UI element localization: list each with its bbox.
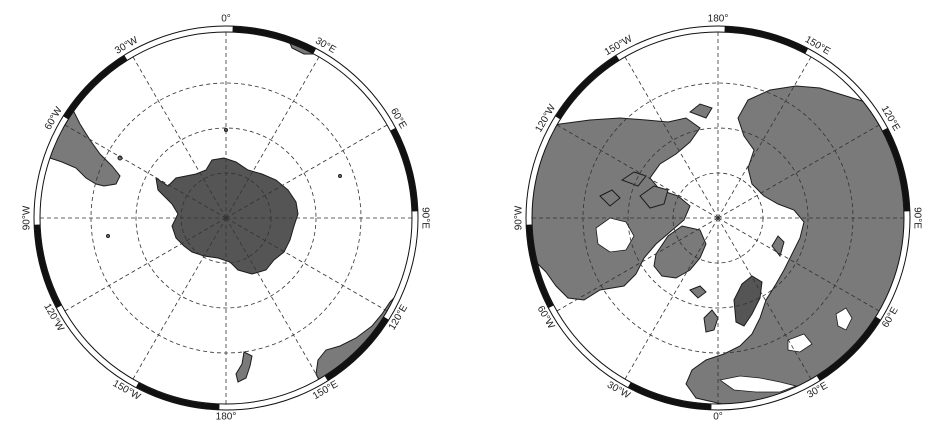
- meridian-line: [717, 217, 880, 312]
- latitude-circle: [135, 127, 317, 309]
- eurasia-landmass: [685, 85, 904, 404]
- frame-segment: [627, 382, 712, 410]
- meridian-line: [717, 56, 812, 219]
- meridian-lines: [532, 32, 904, 404]
- lon-label: 0°: [221, 14, 231, 25]
- frame-ticks: [34, 26, 418, 410]
- frame-segment: [324, 316, 389, 381]
- frame-segment: [34, 224, 62, 309]
- meridian-line: [225, 56, 320, 219]
- meridian-line: [132, 217, 227, 380]
- lon-label: 90°W: [22, 205, 33, 230]
- frame-segment: [135, 382, 220, 410]
- map-frame-outer: [33, 25, 419, 411]
- mediterranean-sea: [719, 375, 798, 393]
- meridian-lines: [40, 32, 412, 404]
- north-polar-map: 180° 150°E 120°E 90°E 60°E 30°E 0° 30°W …: [514, 14, 923, 423]
- frame-segment: [526, 224, 554, 309]
- meridian-line: [132, 56, 227, 219]
- lon-label: 60°E: [880, 305, 901, 330]
- meridian-line: [556, 124, 719, 219]
- frame-segment: [882, 127, 910, 212]
- hudson-bay: [595, 217, 635, 253]
- map-frame-inner: [39, 31, 413, 405]
- meridian-line: [624, 217, 719, 380]
- meridian-line: [225, 217, 320, 380]
- north-america-landmass: [532, 117, 701, 301]
- lon-label: 90°E: [911, 207, 922, 229]
- meridian-line: [225, 217, 388, 312]
- black-sea: [787, 333, 813, 353]
- frame-segment: [724, 26, 809, 54]
- arctic-islands: [599, 171, 669, 209]
- island: [106, 234, 110, 238]
- frame-segment: [555, 55, 620, 120]
- latitude-circle: [627, 127, 809, 309]
- lon-label: 90°E: [419, 207, 430, 229]
- meridian-line: [225, 124, 388, 219]
- lon-label: 60°E: [388, 106, 409, 131]
- lon-label: 90°W: [514, 205, 525, 230]
- meridian-line: [64, 124, 227, 219]
- novaya-zemlya: [771, 235, 785, 258]
- meridian-line: [717, 124, 880, 219]
- frame-segment: [390, 127, 418, 212]
- meridian-line: [64, 217, 227, 312]
- new-zealand-landmass: [235, 351, 253, 383]
- bering-islands: [689, 103, 713, 119]
- map-frame-inner: [531, 31, 905, 405]
- frame-ticks: [526, 26, 910, 410]
- frame-segment: [63, 55, 128, 120]
- lon-label: 30°E: [313, 36, 338, 57]
- meridian-line: [624, 56, 719, 219]
- lon-label: 0°: [713, 412, 723, 423]
- scandinavia-landmass: [733, 275, 763, 327]
- south-polar-map: 0° 30°E 60°E 90°E 120°E 150°E 180° 150°W…: [22, 14, 431, 423]
- greenland-landmass: [653, 225, 707, 279]
- iceland-landmass: [689, 285, 707, 299]
- lon-label: 180°: [216, 412, 237, 423]
- frame-segment: [816, 316, 881, 381]
- meridian-line: [556, 217, 719, 312]
- caspian-sea: [835, 307, 853, 331]
- british-isles-landmass: [703, 309, 719, 333]
- map-frame-outer: [525, 25, 911, 411]
- island: [338, 174, 342, 178]
- lon-label: 30°E: [805, 380, 830, 401]
- frame-segment: [232, 26, 317, 54]
- meridian-line: [717, 217, 812, 380]
- lon-label: 180°: [708, 14, 729, 25]
